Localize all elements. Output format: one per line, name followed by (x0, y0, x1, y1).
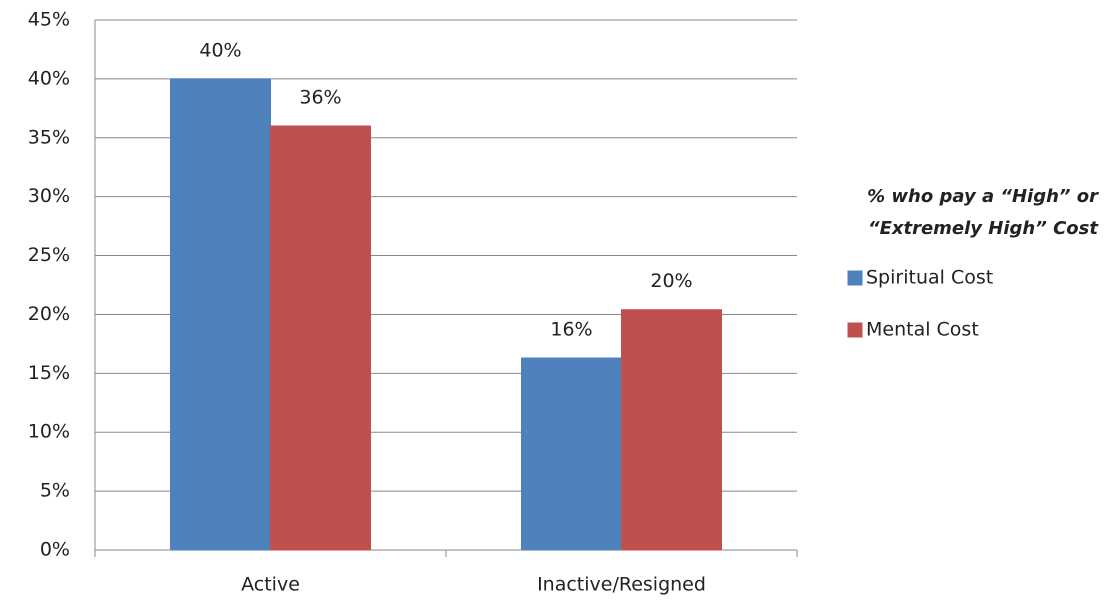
legend-title: “Extremely High” Cost (868, 218, 1099, 239)
legend-title: % who pay a “High” or (867, 186, 1099, 207)
bar (521, 357, 622, 551)
value-label: 40% (199, 39, 241, 61)
y-tick-label: 5% (40, 480, 70, 502)
legend-label: Spiritual Cost (866, 267, 993, 289)
legend-swatch (847, 270, 863, 286)
x-tick-label: Inactive/Resigned (537, 574, 706, 596)
legend-label: Mental Cost (866, 319, 979, 341)
bar (170, 78, 271, 551)
y-tick-label: 25% (28, 244, 70, 266)
y-tick-label: 45% (28, 9, 70, 31)
value-label: 16% (550, 319, 592, 341)
y-tick-label: 30% (28, 185, 70, 207)
value-label: 20% (650, 270, 692, 292)
bar (270, 125, 371, 551)
legend-swatch (847, 322, 863, 338)
y-tick-label: 15% (28, 362, 70, 384)
value-label: 36% (299, 87, 341, 109)
x-tick-label: Active (241, 574, 300, 596)
bar (621, 309, 722, 551)
y-tick-label: 10% (28, 421, 70, 443)
y-tick-label: 0% (40, 539, 70, 561)
y-tick-label: 35% (28, 126, 70, 148)
y-tick-label: 20% (28, 303, 70, 325)
y-tick-label: 40% (28, 67, 70, 89)
